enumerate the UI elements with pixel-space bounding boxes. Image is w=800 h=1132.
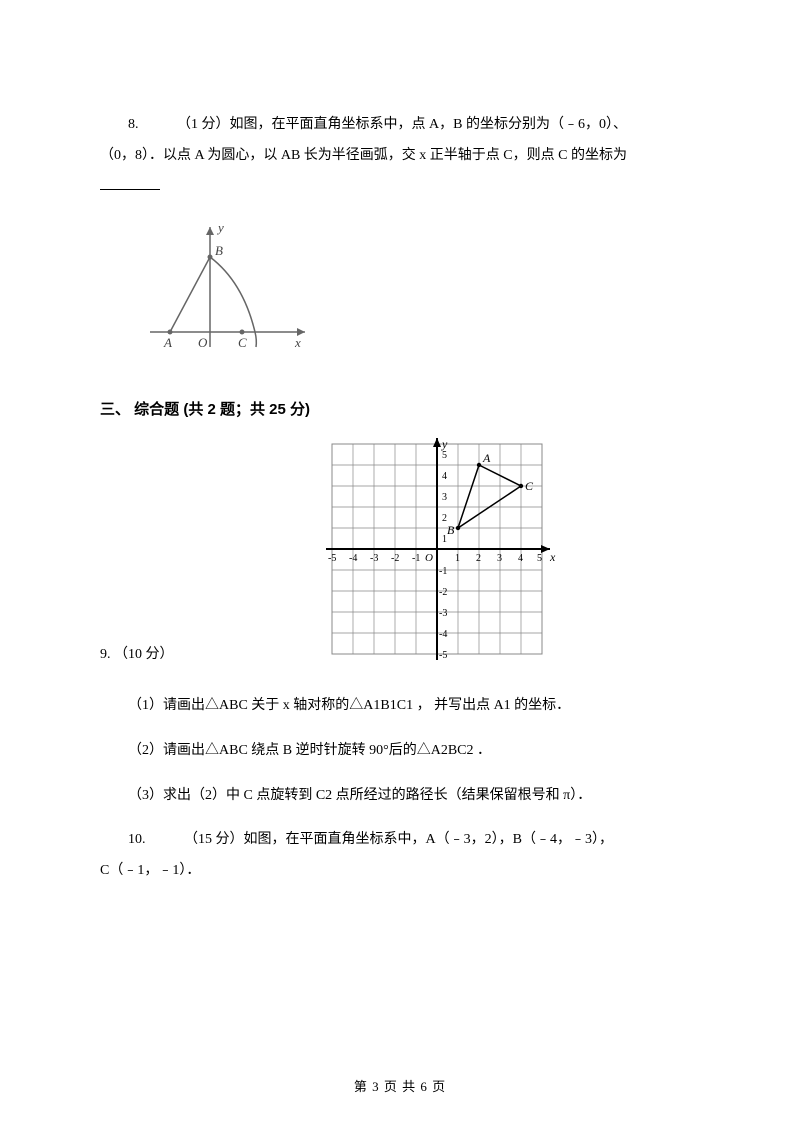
page-footer: 第 3 页 共 6 页 <box>0 1073 800 1102</box>
svg-text:4: 4 <box>442 471 447 482</box>
svg-text:3: 3 <box>497 553 502 564</box>
svg-text:4: 4 <box>518 553 523 564</box>
label-O: O <box>198 335 208 350</box>
svg-text:1: 1 <box>442 534 447 545</box>
svg-text:-3: -3 <box>370 553 378 564</box>
question-10-line1: 10. （15 分）如图，在平面直角坐标系中，A（﹣3，2），B（﹣4，﹣3）， <box>100 825 700 856</box>
point-C <box>519 484 523 488</box>
line-AB <box>170 257 210 332</box>
q8-points: （1 分） <box>177 117 230 132</box>
q8-blank-line <box>100 172 700 203</box>
label-O: O <box>425 552 433 564</box>
svg-text:-4: -4 <box>439 629 447 640</box>
q9-label-text: 9. （10 分） <box>100 647 174 662</box>
y-arrow <box>206 227 214 235</box>
label-B: B <box>447 523 455 537</box>
question-8-line1: 8. （1 分）如图，在平面直角坐标系中，点 A，B 的坐标分别为（﹣6，0）、 <box>100 110 700 141</box>
label-C: C <box>238 335 247 350</box>
svg-text:-3: -3 <box>439 608 447 619</box>
section-3-title: 三、 综合题 (共 2 题；共 25 分) <box>100 393 700 426</box>
figure-1-arc: A O C x B y <box>140 212 700 375</box>
q10-number: 10. <box>128 832 149 847</box>
triangle-ABC <box>458 465 521 528</box>
point-B <box>456 526 460 530</box>
svg-text:5: 5 <box>537 553 542 564</box>
label-x: x <box>294 335 301 350</box>
x-ticks: -5 -4 -3 -2 -1 1 2 3 4 5 <box>328 553 542 564</box>
q8-number: 8. <box>128 117 142 132</box>
svg-text:-2: -2 <box>439 587 447 598</box>
q9-sub3: （3）求出（2）中 C 点旋转到 C2 点所经过的路径长（结果保留根号和 π）． <box>100 781 700 812</box>
q10-text1: 如图，在平面直角坐标系中，A（﹣3，2），B（﹣4，﹣3）， <box>244 832 613 847</box>
arc-figure-svg: A O C x B y <box>140 212 320 362</box>
label-y: y <box>441 437 448 451</box>
svg-text:-1: -1 <box>412 553 420 564</box>
y-arrow <box>433 438 441 447</box>
grid-figure-svg: A B C y x O -5 -4 -3 -2 -1 1 2 3 4 5 5 4 3 2 1 -1… <box>312 434 562 664</box>
q9-sub2: （2）请画出△ABC 绕点 B 逆时针旋转 90°后的△A2BC2 ． <box>100 736 700 767</box>
svg-text:-5: -5 <box>439 650 447 661</box>
svg-text:-1: -1 <box>439 566 447 577</box>
svg-text:3: 3 <box>442 492 447 503</box>
svg-text:-5: -5 <box>328 553 336 564</box>
arc-BC <box>210 257 255 332</box>
q10-points: （15 分） <box>184 832 244 847</box>
figure-2-grid: A B C y x O -5 -4 -3 -2 -1 1 2 3 4 5 5 4 3 2 1 -1… <box>312 434 562 677</box>
question-8-line2: （0，8）．以点 A 为圆心，以 AB 长为半径画弧，交 x 正半轴于点 C，则… <box>100 141 700 172</box>
y-ticks: 5 4 3 2 1 -1 -2 -3 -4 -5 <box>439 450 447 661</box>
arc-tail <box>255 332 256 347</box>
svg-text:1: 1 <box>455 553 460 564</box>
svg-text:-4: -4 <box>349 553 357 564</box>
svg-text:2: 2 <box>442 513 447 524</box>
q9-sub1: （1）请画出△ABC 关于 x 轴对称的△A1B1C1 ， 并写出点 A1 的坐… <box>100 691 700 722</box>
label-A: A <box>482 451 491 465</box>
svg-text:-2: -2 <box>391 553 399 564</box>
label-B: B <box>215 243 223 258</box>
question-10-line2: C（﹣1，﹣1）． <box>100 856 700 887</box>
q9-number: 9. （10 分） <box>100 640 174 677</box>
svg-text:2: 2 <box>476 553 481 564</box>
label-x: x <box>549 550 556 564</box>
svg-text:5: 5 <box>442 450 447 461</box>
label-C: C <box>525 479 534 493</box>
q8-text2: （0，8）．以点 A 为圆心，以 AB 长为半径画弧，交 x 正半轴于点 C，则… <box>100 148 627 163</box>
label-y: y <box>216 220 224 235</box>
x-arrow <box>541 545 550 553</box>
blank-underline <box>100 176 160 190</box>
point-A <box>477 463 481 467</box>
label-A: A <box>163 335 172 350</box>
point-C-dot <box>240 330 245 335</box>
q8-text1: 如图，在平面直角坐标系中，点 A，B 的坐标分别为（﹣6，0）、 <box>230 117 627 132</box>
